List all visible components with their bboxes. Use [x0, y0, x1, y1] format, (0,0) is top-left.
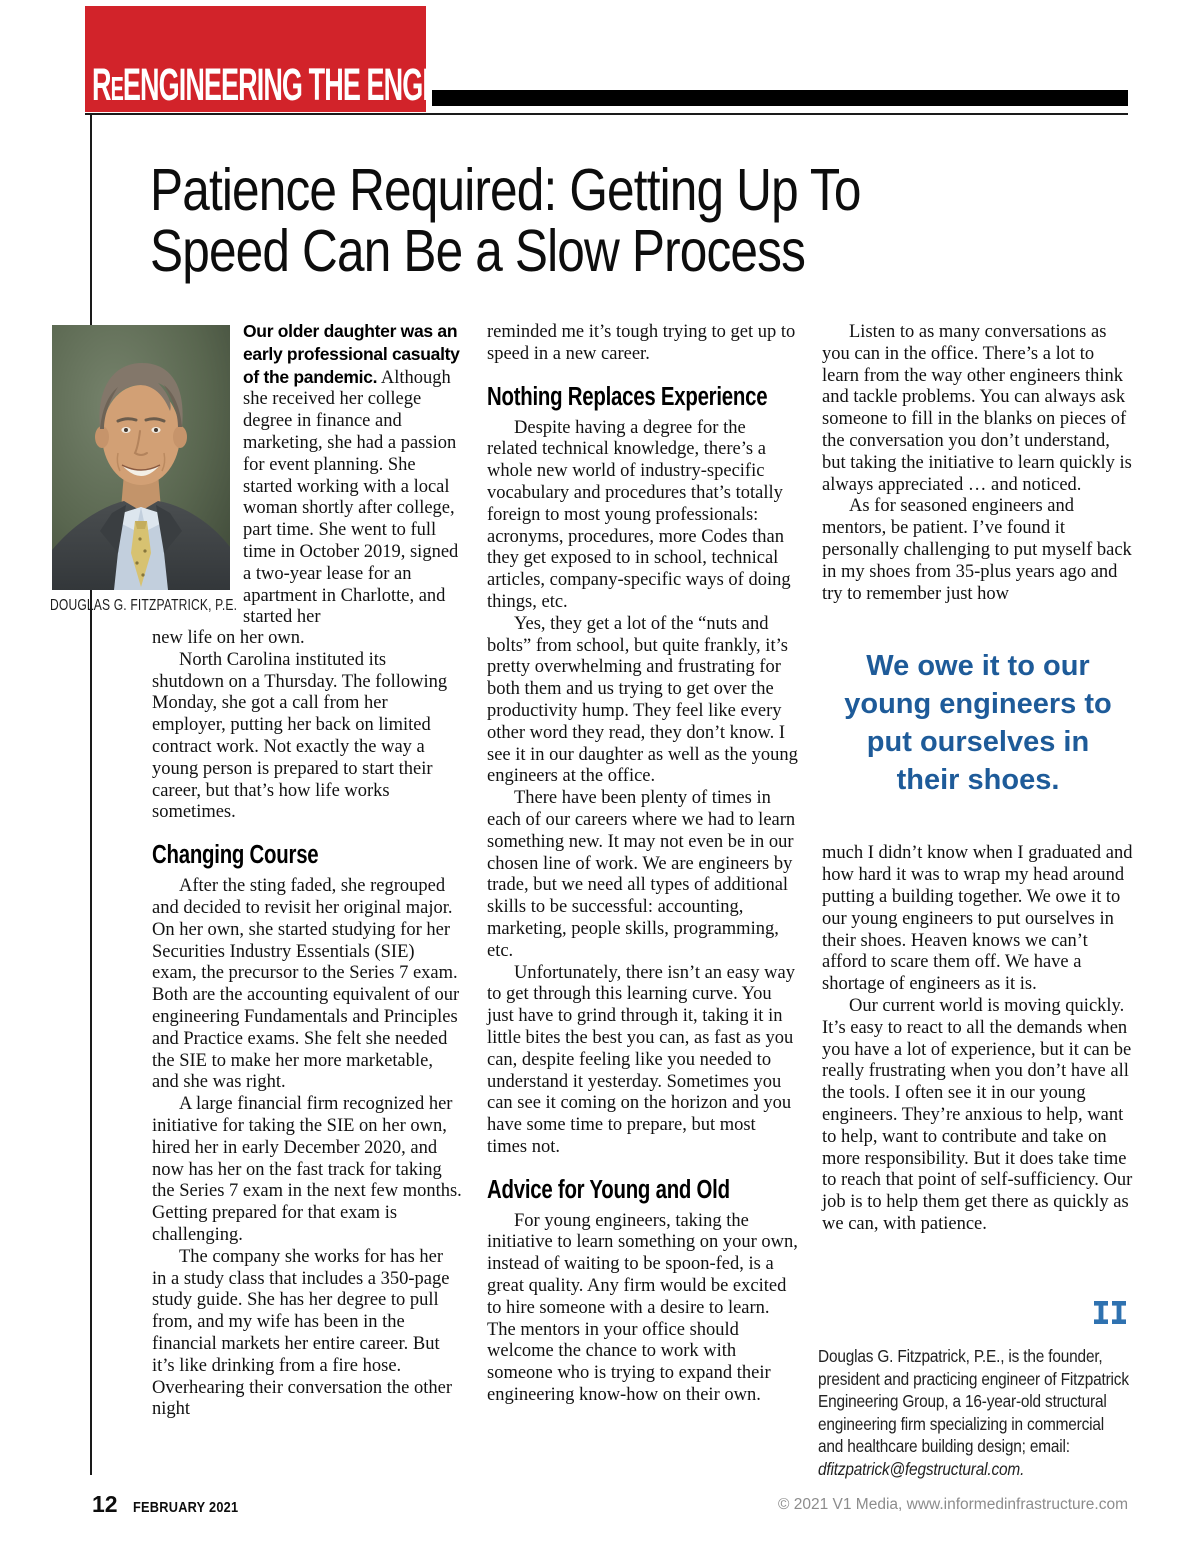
- footer-page-number: 12: [92, 1491, 118, 1517]
- pull-quote-line: put ourselves in: [866, 726, 1090, 759]
- top-rule: [85, 113, 1128, 115]
- paragraph: much I didn’t know when I graduated and …: [822, 843, 1133, 995]
- intro-lead-bold: Our older daughter was an early professi…: [243, 321, 460, 387]
- pull-quote-line: their shoes.: [896, 764, 1060, 797]
- column-2: reminded me it’s tough trying to get up …: [487, 322, 799, 1407]
- footer-copyright: © 2021 V1 Media, www.informedinfrastruct…: [778, 1496, 1128, 1513]
- bio-email: dfitzpatrick@fegstructural.com.: [818, 1458, 1025, 1479]
- page-title: Patience Required: Getting Up To Speed C…: [150, 160, 861, 282]
- paragraph: new life on her own.: [152, 628, 305, 648]
- masthead-part2: E: [110, 70, 124, 107]
- title-line-1: Patience Required: Getting Up To: [150, 157, 861, 223]
- column-1: new life on her own. North Carolina inst…: [152, 628, 462, 1421]
- intro-paragraph: Our older daughter was an early professi…: [243, 321, 460, 629]
- pull-quote: We owe it to our young engineers to put …: [822, 647, 1134, 799]
- paragraph: Yes, they get a lot of the “nuts and bol…: [487, 613, 798, 787]
- paragraph: After the sting faded, she regrouped and…: [152, 876, 460, 1093]
- pull-quote-line: young engineers to: [844, 688, 1112, 721]
- paragraph: Listen to as many conversations as you c…: [822, 322, 1132, 495]
- photo-caption: DOUGLAS G. FITZPATRICK, P.E.: [50, 597, 238, 614]
- bio-text: Douglas G. Fitzpatrick, P.E., is the fou…: [818, 1346, 1129, 1457]
- pull-quote-line: We owe it to our: [866, 650, 1090, 683]
- section-heading-nothing-replaces-experience: Nothing Replaces Experience: [487, 382, 768, 411]
- end-mark-icon: [1094, 1301, 1126, 1324]
- paragraph: A large financial firm recognized her in…: [152, 1094, 462, 1245]
- paragraph: The company she works for has her in a s…: [152, 1246, 452, 1420]
- paragraph: reminded me it’s tough trying to get up …: [487, 322, 796, 364]
- portrait-photo: [52, 325, 230, 590]
- paragraph: Unfortunately, there isn’t an easy way t…: [487, 962, 796, 1157]
- paragraph: Our current world is moving quickly. It’…: [822, 995, 1133, 1234]
- footer-issue-date: FEBRUARY 2021: [133, 1499, 239, 1516]
- header-black-bar: [432, 90, 1128, 106]
- paragraph: As for seasoned engineers and mentors, b…: [822, 496, 1132, 604]
- article-intro: Our older daughter was an early professi…: [243, 321, 460, 629]
- author-bio: Douglas G. Fitzpatrick, P.E., is the fou…: [818, 1345, 1131, 1481]
- section-heading-advice-for-young-and-old: Advice for Young and Old: [487, 1175, 730, 1204]
- paragraph: There have been plenty of times in each …: [487, 788, 796, 961]
- intro-lead-rest: Although she received her college degree…: [243, 367, 459, 628]
- section-heading-changing-course: Changing Course: [152, 841, 319, 870]
- masthead-part1: R: [92, 59, 111, 110]
- paragraph: For young engineers, taking the initiati…: [487, 1210, 798, 1406]
- reengineering-banner: REENGINEERING THE ENGINEER: [85, 6, 501, 112]
- column-3: Listen to as many conversations as you c…: [822, 322, 1134, 1236]
- left-rule: [90, 115, 92, 1475]
- title-line-2: Speed Can Be a Slow Process: [150, 218, 806, 284]
- paragraph: Despite having a degree for the related …: [487, 417, 791, 612]
- paragraph: North Carolina instituted its shutdown o…: [152, 649, 448, 823]
